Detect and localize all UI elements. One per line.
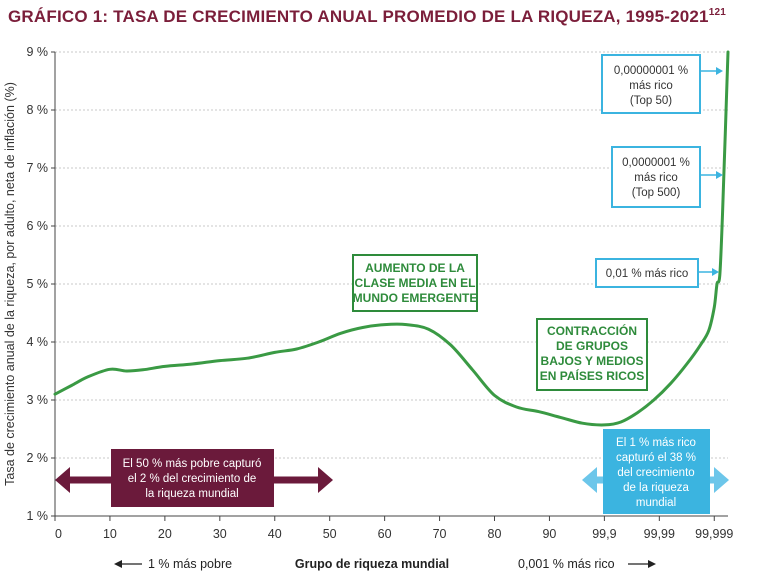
annotation-top500-box [611,146,701,208]
x-tick-label-12: 99,999 [695,527,733,541]
grid-lines [55,51,728,459]
x-tick-label-2: 20 [158,527,172,541]
annotation-middle-class-line-1: AUMENTO DE LA [365,261,465,275]
x-tick-label-10: 99,9 [592,527,616,541]
y-tick-label-4: 4 % [26,335,48,349]
x-tick-label-11: 99,99 [644,527,675,541]
y-tick-label-6: 6 % [26,219,48,233]
annotation-top50-line-1: 0,00000001 % [614,65,688,77]
annotation-contraction-line-3: BAJOS Y MEDIOS [541,354,644,368]
annotation-middle-class-box [352,254,478,312]
annotation-top001: 0,01 % más rico [595,258,719,288]
annotation-top500-line-2: más rico [634,172,677,184]
x-tick-label-8: 80 [488,527,502,541]
poorest50-line-3: la riqueza mundial [145,488,238,500]
chart-title: GRÁFICO 1: TASA DE CRECIMIENTO ANUAL PRO… [8,7,726,26]
annotation-top50-line-2: más rico [629,80,672,92]
y-axis-label: Tasa de crecimiento anual de la riqueza,… [3,82,17,486]
chart-title-text: GRÁFICO 1: TASA DE CRECIMIENTO ANUAL PRO… [8,7,709,26]
poorest50-callout: El 50 % más pobre capturó el 2 % del cre… [55,449,333,507]
poorest50-line-1: El 50 % más pobre capturó [123,458,262,470]
poorest50-line-2: el 2 % del crecimiento de [128,473,256,485]
annotation-top001-box [595,258,699,288]
annotation-middle-class-line-3: MUNDO EMERGENTE [353,291,478,305]
annotation-top001-line-1: 0,01 % más rico [606,268,688,280]
richest1-callout: El 1 % más rico capturó el 38 % del crec… [582,429,729,514]
richest1-box [603,429,710,514]
left-direction-arrow-head [114,560,122,568]
annotation-contraction-line-4: EN PAÍSES RICOS [540,368,644,383]
x-tick-label-4: 40 [268,527,282,541]
annotation-top50-box [601,54,701,114]
richest1-line-3: del crecimiento [617,467,694,479]
y-tick-label-3: 3 % [26,393,48,407]
annotation-top500-line-1: 0,0000001 % [622,157,690,169]
x-axis-ticks: 0 10 20 30 40 50 60 70 80 90 99,9 99,99 99,999 [54,516,733,541]
annotation-contraction-line-2: DE GRUPOS [556,339,628,353]
x-tick-label-9: 90 [542,527,556,541]
richest1-arrow-right-head [714,467,729,493]
poorest50-arrow-left-head [55,467,70,493]
annotation-middle-class: AUMENTO DE LA CLASE MEDIA EN EL MUNDO EM… [352,254,478,312]
annotation-contraction-line-1: CONTRACCIÓN [547,323,637,338]
richest1-arrow-left-head [582,467,597,493]
richest1-line-2: capturó el 38 % [616,452,696,464]
x-right-note: 0,001 % más rico [518,557,615,571]
annotation-top001-arrow-head [712,268,719,276]
x-tick-label-1: 10 [103,527,117,541]
right-direction-arrow-head [648,560,656,568]
annotation-top50-arrow-head [716,67,723,75]
annotation-top500: 0,0000001 % más rico (Top 500) [611,146,723,208]
annotation-middle-class-line-2: CLASE MEDIA EN EL [355,276,476,290]
y-tick-label-1: 1 % [26,509,48,523]
richest1-line-1: El 1 % más rico [616,437,696,449]
annotation-top500-line-3: (Top 500) [632,187,681,199]
x-axis-label: Grupo de riqueza mundial [295,557,449,571]
y-tick-label-5: 5 % [26,277,48,291]
annotation-top50-line-3: (Top 50) [630,95,672,107]
y-axis-ticks: 1 % 2 % 3 % 4 % 5 % 6 % 7 % 8 % 9 % [26,45,55,523]
y-tick-label-9: 9 % [26,45,48,59]
poorest50-arrow-right-head [318,467,333,493]
x-left-note: 1 % más pobre [148,557,232,571]
y-tick-label-8: 8 % [26,103,48,117]
annotation-top500-arrow-head [716,171,723,179]
annotation-contraction: CONTRACCIÓN DE GRUPOS BAJOS Y MEDIOS EN … [536,318,648,391]
richest1-line-5: mundial [636,497,676,509]
x-tick-label-5: 50 [323,527,337,541]
growth-rate-line [53,50,730,427]
y-tick-label-2: 2 % [26,451,48,465]
x-axis-footer: 1 % más pobre Grupo de riqueza mundial 0… [114,557,656,571]
chart-title-superscript: 121 [709,7,727,18]
x-tick-label-3: 30 [213,527,227,541]
x-tick-label-7: 70 [433,527,447,541]
richest1-line-4: de la riqueza [623,482,689,494]
x-tick-label-6: 60 [378,527,392,541]
poorest50-box [111,449,274,507]
annotation-top50: 0,00000001 % más rico (Top 50) [601,54,723,114]
x-tick-label-0: 0 [55,527,62,541]
y-tick-label-7: 7 % [26,161,48,175]
annotation-contraction-box [536,318,648,391]
